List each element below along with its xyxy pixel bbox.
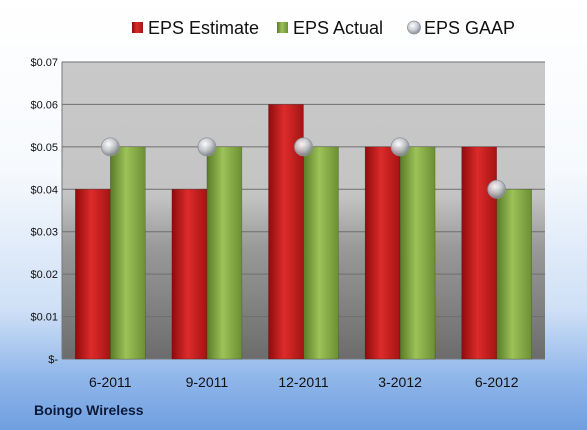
y-tick-label: $0.01 <box>30 312 58 324</box>
bar-eps-actual <box>399 146 436 360</box>
y-tick-label: $- <box>48 354 58 366</box>
bar-eps-estimate <box>171 188 208 360</box>
legend: EPS Estimate EPS Actual EPS GAAP <box>132 18 515 38</box>
bar-eps-actual <box>496 188 533 360</box>
y-tick-label: $0.02 <box>30 269 58 281</box>
legend-swatch-eps-estimate <box>132 22 143 33</box>
bar-eps-estimate <box>461 146 498 360</box>
x-tick-label: 3-2012 <box>378 374 422 390</box>
bar-eps-actual <box>206 146 243 360</box>
x-tick-label: 12-2011 <box>278 374 329 390</box>
y-tick-label: $0.07 <box>30 57 58 69</box>
company-label: Boingo Wireless <box>34 402 144 418</box>
y-tick-label: $0.03 <box>30 227 58 239</box>
x-tick-label: 6-2011 <box>89 374 132 390</box>
marker-eps-gaap <box>390 137 410 157</box>
marker-eps-gaap <box>487 179 507 199</box>
bar-eps-estimate <box>75 188 111 360</box>
legend-label-eps-gaap: EPS GAAP <box>424 18 515 38</box>
bar-eps-estimate <box>364 146 401 360</box>
legend-swatch-eps-gaap <box>407 20 421 35</box>
marker-eps-gaap <box>100 137 120 157</box>
y-tick-label: $0.05 <box>30 142 58 154</box>
marker-eps-gaap <box>294 137 313 157</box>
bar-eps-actual <box>110 146 146 360</box>
y-tick-label: $0.04 <box>30 184 58 196</box>
marker-eps-gaap <box>197 137 217 157</box>
legend-swatch-eps-actual <box>277 22 288 33</box>
bar-eps-actual <box>303 146 339 360</box>
y-tick-label: $0.06 <box>30 99 58 111</box>
x-tick-label: 9-2011 <box>186 374 229 390</box>
x-tick-label: 6-2012 <box>475 374 519 390</box>
plot-area: $- $0.01 $0.02 $0.03 $0.04 $0.05 $0.06 $0.07 6-2… <box>30 57 545 390</box>
legend-label-eps-estimate: EPS Estimate <box>148 18 259 38</box>
legend-label-eps-actual: EPS Actual <box>293 18 383 38</box>
